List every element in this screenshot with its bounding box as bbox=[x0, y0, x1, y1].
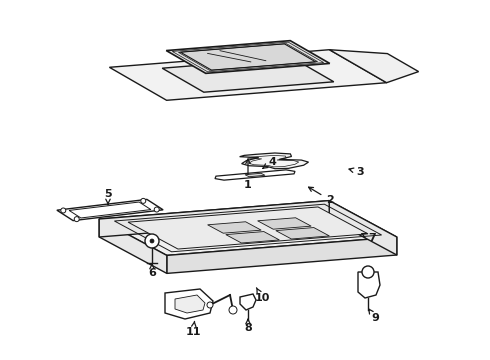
Polygon shape bbox=[329, 201, 397, 255]
Text: 5: 5 bbox=[104, 189, 112, 204]
Circle shape bbox=[74, 217, 79, 222]
Circle shape bbox=[150, 239, 154, 243]
Text: 4: 4 bbox=[263, 157, 276, 168]
Polygon shape bbox=[99, 201, 329, 237]
Text: 6: 6 bbox=[148, 264, 156, 278]
Polygon shape bbox=[57, 199, 163, 221]
Polygon shape bbox=[167, 237, 397, 273]
Text: 7: 7 bbox=[362, 233, 376, 243]
Polygon shape bbox=[99, 201, 397, 255]
Polygon shape bbox=[99, 219, 167, 273]
Text: 10: 10 bbox=[254, 288, 270, 303]
Circle shape bbox=[229, 306, 237, 314]
Polygon shape bbox=[245, 173, 265, 177]
Polygon shape bbox=[162, 58, 334, 92]
Text: 2: 2 bbox=[309, 187, 334, 205]
Polygon shape bbox=[240, 153, 309, 169]
Circle shape bbox=[154, 207, 159, 212]
Polygon shape bbox=[175, 295, 205, 313]
Circle shape bbox=[61, 208, 66, 213]
Polygon shape bbox=[180, 44, 316, 70]
Text: 8: 8 bbox=[244, 319, 252, 333]
Circle shape bbox=[145, 234, 159, 248]
Polygon shape bbox=[276, 228, 329, 239]
Polygon shape bbox=[240, 294, 256, 310]
Text: 1: 1 bbox=[244, 159, 252, 190]
Circle shape bbox=[362, 266, 374, 278]
Polygon shape bbox=[358, 272, 380, 298]
Polygon shape bbox=[109, 50, 387, 100]
Text: 11: 11 bbox=[185, 321, 201, 337]
Text: 3: 3 bbox=[349, 167, 364, 177]
Circle shape bbox=[207, 302, 213, 308]
Polygon shape bbox=[329, 50, 418, 83]
Polygon shape bbox=[258, 218, 311, 229]
Polygon shape bbox=[128, 207, 368, 249]
Polygon shape bbox=[208, 222, 261, 233]
Text: 9: 9 bbox=[369, 309, 379, 323]
Circle shape bbox=[141, 198, 146, 203]
Polygon shape bbox=[165, 289, 213, 319]
Polygon shape bbox=[166, 41, 330, 73]
Polygon shape bbox=[69, 202, 151, 218]
Polygon shape bbox=[215, 170, 295, 180]
Polygon shape bbox=[226, 231, 279, 243]
